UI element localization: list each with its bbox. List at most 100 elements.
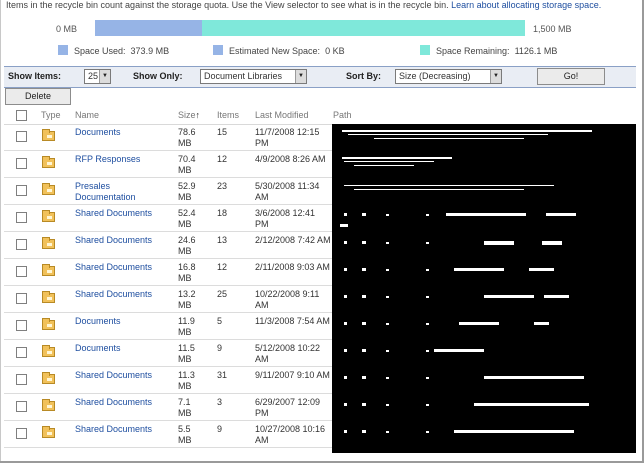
redacted-path-cell (334, 367, 634, 394)
row-checkbox[interactable] (16, 401, 27, 412)
table-row: Shared Documents 16.8 MB 12 2/11/2008 9:… (4, 259, 636, 286)
row-size: 24.6 MB (178, 235, 196, 256)
show-only-value: Document Libraries (204, 71, 283, 81)
column-name[interactable]: Name (75, 110, 100, 120)
row-divider (4, 177, 332, 178)
redacted-path-cell (334, 340, 634, 367)
row-divider (4, 285, 332, 286)
row-divider (4, 339, 332, 340)
column-type[interactable]: Type (41, 110, 61, 120)
allocating-storage-link[interactable]: Learn about allocating storage space. (451, 0, 602, 10)
row-checkbox[interactable] (16, 347, 27, 358)
row-divider (4, 258, 332, 259)
row-last-modified: 9/11/2007 9:10 AM (255, 370, 330, 380)
row-name-link[interactable]: Documents (75, 343, 121, 353)
folder-icon (42, 129, 55, 141)
intro-message: Items in the recycle bin count against t… (6, 0, 449, 10)
chevron-down-icon[interactable]: ▼ (295, 70, 306, 83)
row-name-link[interactable]: Shared Documents (75, 289, 153, 299)
row-name-link[interactable]: Shared Documents (75, 424, 153, 434)
table-header: Type Name Size↑ Items Last Modified Path (4, 106, 636, 124)
row-checkbox[interactable] (16, 428, 27, 439)
row-items: 13 (217, 235, 228, 245)
redacted-path-cell (334, 421, 634, 448)
row-last-modified: 2/12/2008 7:42 AM (255, 235, 331, 245)
row-items: 12 (217, 154, 228, 164)
row-last-modified: 11/3/2008 7:54 AM (255, 316, 330, 326)
legend-label: Space Remaining: (436, 46, 510, 56)
show-items-select[interactable]: 25 ▼ (84, 69, 111, 84)
column-items[interactable]: Items (217, 110, 240, 120)
row-items: 9 (217, 424, 223, 434)
select-all-checkbox[interactable] (16, 110, 27, 121)
legend-space-used: Space Used: 373.9 MB (58, 45, 169, 56)
row-size: 70.4 MB (178, 154, 196, 175)
row-checkbox[interactable] (16, 185, 27, 196)
row-items: 9 (217, 343, 223, 353)
column-last-modified[interactable]: Last Modified (255, 110, 309, 120)
delete-button[interactable]: Delete (5, 88, 71, 105)
table-row: Documents 11.9 MB 5 11/3/2008 7:54 AM (4, 313, 636, 340)
legend-label: Space Used: (74, 46, 126, 56)
row-last-modified: 5/30/2008 11:34 AM (255, 181, 320, 202)
row-name-link[interactable]: Shared Documents (75, 397, 153, 407)
table-row: Shared Documents 13.2 MB 25 10/22/2008 9… (4, 286, 636, 313)
row-name-link[interactable]: Presales Documentation (75, 181, 136, 202)
row-divider (4, 312, 332, 313)
column-size[interactable]: Size↑ (178, 110, 200, 120)
row-name-link[interactable]: Shared Documents (75, 370, 153, 380)
row-checkbox[interactable] (16, 320, 27, 331)
folder-icon (42, 183, 55, 195)
row-divider (4, 393, 332, 394)
sort-ascending-icon: ↑ (195, 110, 201, 120)
row-items: 5 (217, 316, 223, 326)
row-divider (4, 366, 332, 367)
row-checkbox[interactable] (16, 158, 27, 169)
row-last-modified: 2/11/2008 9:03 AM (255, 262, 330, 272)
legend-estimated-new-space: Estimated New Space: 0 KB (213, 45, 345, 56)
column-size-label: Size (178, 110, 196, 120)
row-last-modified: 10/27/2008 10:16 AM (255, 424, 326, 445)
row-name-link[interactable]: Shared Documents (75, 235, 153, 245)
redacted-path-cell (334, 313, 634, 340)
legend-label: Estimated New Space: (229, 46, 321, 56)
row-checkbox[interactable] (16, 374, 27, 385)
row-name-link[interactable]: Documents (75, 316, 121, 326)
row-checkbox[interactable] (16, 239, 27, 250)
path-column-redacted (332, 124, 636, 453)
chevron-down-icon[interactable]: ▼ (99, 70, 110, 83)
redacted-path-cell (334, 151, 634, 178)
redacted-path-cell (334, 178, 634, 205)
row-last-modified: 6/29/2007 12:09 PM (255, 397, 321, 418)
redacted-path-cell (334, 205, 634, 232)
sort-by-select[interactable]: Size (Decreasing) ▼ (395, 69, 502, 84)
space-remaining-swatch (420, 45, 430, 55)
row-name-link[interactable]: Shared Documents (75, 262, 153, 272)
folder-icon (42, 210, 55, 222)
row-size: 11.3 MB (178, 370, 195, 391)
row-items: 25 (217, 289, 228, 299)
row-size: 11.5 MB (178, 343, 195, 364)
row-name-link[interactable]: RFP Responses (75, 154, 141, 164)
row-divider (4, 231, 332, 232)
row-checkbox[interactable] (16, 266, 27, 277)
row-checkbox[interactable] (16, 212, 27, 223)
row-checkbox[interactable] (16, 293, 27, 304)
intro-text: Items in the recycle bin count against t… (6, 0, 601, 10)
row-name-link[interactable]: Documents (75, 127, 121, 137)
row-divider (4, 150, 332, 151)
row-last-modified: 4/9/2008 8:26 AM (255, 154, 326, 164)
row-size: 5.5 MB (178, 424, 192, 445)
quota-max-label: 1,500 MB (533, 24, 572, 34)
row-divider (4, 447, 332, 448)
row-checkbox[interactable] (16, 131, 27, 142)
column-path[interactable]: Path (333, 110, 352, 120)
table-row: Shared Documents 7.1 MB 3 6/29/2007 12:0… (4, 394, 636, 421)
chevron-down-icon[interactable]: ▼ (490, 70, 501, 83)
sort-by-label: Sort By: (346, 71, 382, 81)
row-size: 52.4 MB (178, 208, 196, 229)
show-only-select[interactable]: Document Libraries ▼ (200, 69, 307, 84)
go-button[interactable]: Go! (537, 68, 605, 85)
row-name-link[interactable]: Shared Documents (75, 208, 153, 218)
redacted-path-cell (334, 259, 634, 286)
